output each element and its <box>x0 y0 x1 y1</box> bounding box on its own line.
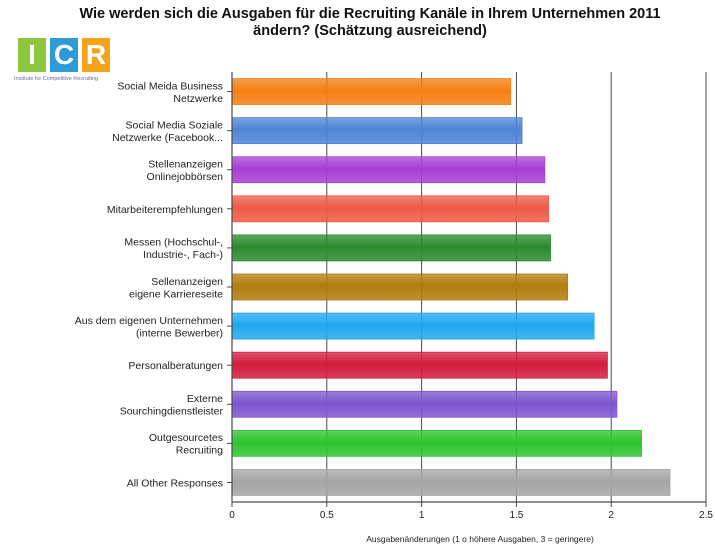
icr-logo: I C R Institute for Competitive Recruiti… <box>14 38 124 86</box>
logo-tagline: Institute for Competitive Recruiting <box>14 76 99 82</box>
logo-letter-c: C <box>50 38 78 72</box>
bar <box>231 195 550 223</box>
bar <box>231 469 671 496</box>
category-label: Personalberatungen <box>128 360 223 372</box>
category-label: All Other Responses <box>127 477 223 489</box>
category-label: Sellenanzeigen eigene Karriereseite <box>129 276 223 301</box>
category-label: Mitarbeiterempfehlungen <box>107 204 223 216</box>
x-tick-label: 1.5 <box>509 510 523 521</box>
category-label: Social Meida Business Netzwerke <box>117 80 223 105</box>
chart-title: Wie werden sich die Ausgaben für die Rec… <box>79 6 661 39</box>
category-label: Messen (Hochschul-, Industrie-, Fach-) <box>124 237 223 262</box>
bar <box>231 390 618 418</box>
x-tick-label: 1 <box>419 510 425 521</box>
category-label: Externe Sourchingdienstleister <box>120 393 224 418</box>
bar <box>231 351 608 379</box>
x-tick-label: 0 <box>229 510 235 521</box>
x-axis-title: Ausgabenänderungen (1 o höhere Ausgaben,… <box>366 534 594 544</box>
category-label: Outgesourcetes Recruiting <box>149 432 223 457</box>
x-tick-label: 2 <box>608 510 614 521</box>
bar <box>231 78 512 105</box>
logo-letter-i: I <box>18 38 46 72</box>
bar <box>231 429 642 457</box>
bars <box>231 78 671 496</box>
x-tick-label: 2.5 <box>699 510 713 521</box>
logo-letter-r: R <box>82 38 110 72</box>
bar <box>231 117 523 145</box>
x-tick-label: 0.5 <box>320 510 334 521</box>
category-label: Aus dem eigenen Unternehmen (interne Bewe… <box>75 315 223 340</box>
bar <box>231 273 568 301</box>
category-label: Social Media Soziale Netzwerke (Facebook.… <box>112 119 223 144</box>
x-tick-labels: 0 0.5 1 1.5 2 2.5 <box>229 510 713 521</box>
category-label: Stellenanzeigen Onlinejobbörsen <box>147 158 224 183</box>
axes <box>227 72 706 503</box>
category-labels: Social Meida Business Netzwerke Social Med… <box>75 80 224 489</box>
bar <box>231 312 595 340</box>
bar <box>231 156 546 184</box>
bar <box>231 234 551 262</box>
